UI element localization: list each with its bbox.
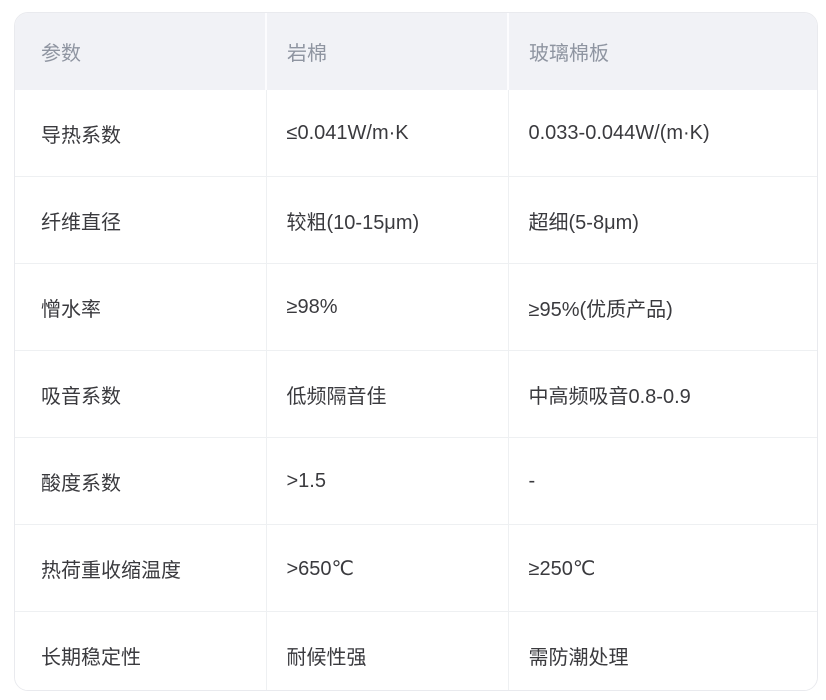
cell-rock-wool: ≤0.041W/m·K (265, 90, 508, 177)
header-cell-glass-wool: 玻璃棉板 (507, 13, 817, 90)
table-row: 纤维直径 较粗(10-15μm) 超细(5-8μm) (15, 176, 817, 264)
cell-glass-wool: 需防潮处理 (507, 611, 817, 690)
table-row: 憎水率 ≥98% ≥95%(优质产品) (15, 263, 817, 351)
table-row: 长期稳定性 耐候性强 需防潮处理 (15, 611, 817, 690)
cell-glass-wool: - (507, 437, 817, 525)
comparison-table-card: 参数 岩棉 玻璃棉板 导热系数 ≤0.041W/m·K 0.033-0.044W… (14, 12, 818, 691)
cell-param: 长期稳定性 (15, 611, 266, 690)
cell-glass-wool: 0.033-0.044W/(m·K) (507, 90, 817, 177)
cell-glass-wool: ≥95%(优质产品) (507, 263, 817, 351)
cell-rock-wool: >650℃ (265, 524, 508, 612)
cell-rock-wool: 耐候性强 (265, 611, 508, 690)
header-row: 参数 岩棉 玻璃棉板 (15, 13, 817, 90)
cell-param: 吸音系数 (15, 350, 266, 438)
cell-param: 导热系数 (15, 90, 266, 177)
cell-glass-wool: 超细(5-8μm) (507, 176, 817, 264)
table-header: 参数 岩棉 玻璃棉板 (15, 13, 817, 90)
cell-rock-wool: 低频隔音佳 (265, 350, 508, 438)
table-row: 酸度系数 >1.5 - (15, 437, 817, 525)
cell-rock-wool: ≥98% (265, 263, 508, 351)
cell-rock-wool: 较粗(10-15μm) (265, 176, 508, 264)
cell-glass-wool: ≥250℃ (507, 524, 817, 612)
cell-param: 纤维直径 (15, 176, 266, 264)
cell-param: 憎水率 (15, 263, 266, 351)
cell-rock-wool: >1.5 (265, 437, 508, 525)
table-row: 热荷重收缩温度 >650℃ ≥250℃ (15, 524, 817, 612)
table-row: 导热系数 ≤0.041W/m·K 0.033-0.044W/(m·K) (15, 90, 817, 177)
cell-glass-wool: 中高频吸音0.8-0.9 (507, 350, 817, 438)
table-row: 吸音系数 低频隔音佳 中高频吸音0.8-0.9 (15, 350, 817, 438)
table-body: 导热系数 ≤0.041W/m·K 0.033-0.044W/(m·K) 纤维直径… (15, 90, 817, 690)
cell-param: 热荷重收缩温度 (15, 524, 266, 612)
header-cell-param: 参数 (15, 13, 266, 90)
material-comparison-table: 参数 岩棉 玻璃棉板 导热系数 ≤0.041W/m·K 0.033-0.044W… (15, 13, 817, 690)
cell-param: 酸度系数 (15, 437, 266, 525)
header-cell-rock-wool: 岩棉 (265, 13, 508, 90)
